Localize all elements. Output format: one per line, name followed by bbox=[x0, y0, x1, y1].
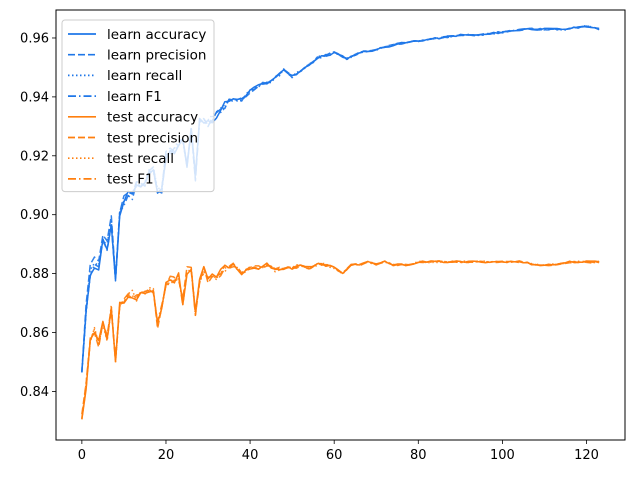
y-tick-label: 0.86 bbox=[20, 326, 49, 341]
axes-frame bbox=[55, 9, 626, 441]
legend-label: learn accuracy bbox=[107, 27, 206, 43]
x-tick-label: 120 bbox=[574, 448, 599, 463]
legend-label: learn F1 bbox=[107, 89, 162, 105]
x-tick-label: 100 bbox=[490, 448, 515, 463]
x-tick-label: 60 bbox=[326, 448, 343, 463]
x-tick-label: 20 bbox=[158, 448, 175, 463]
y-tick-label: 0.88 bbox=[20, 267, 49, 282]
legend-label: learn precision bbox=[107, 48, 206, 64]
legend-label: learn recall bbox=[107, 68, 182, 84]
series-line-learn-f1 bbox=[81, 25, 600, 372]
y-axis: 0.84 0.86 0.88 0.90 0.92 0.94 0.96 bbox=[20, 31, 56, 400]
x-tick-label: 40 bbox=[242, 448, 259, 463]
y-tick-label: 0.92 bbox=[20, 149, 49, 164]
y-tick-label: 0.90 bbox=[20, 208, 49, 223]
y-tick-label: 0.96 bbox=[20, 31, 49, 46]
x-tick-label: 80 bbox=[410, 448, 427, 463]
x-axis: 0 20 40 60 80 100 120 bbox=[78, 440, 599, 463]
legend-label: test precision bbox=[107, 130, 198, 146]
series-line-test-f1 bbox=[81, 260, 600, 418]
legend-label: test recall bbox=[107, 151, 174, 167]
legend-box bbox=[61, 19, 215, 193]
x-tick-label: 0 bbox=[78, 448, 86, 463]
legend-label: test accuracy bbox=[107, 110, 198, 126]
y-tick-label: 0.84 bbox=[20, 385, 49, 400]
legend: learn accuracy learn precision learn recal… bbox=[61, 19, 215, 193]
legend-label: test F1 bbox=[107, 172, 154, 188]
y-tick-label: 0.94 bbox=[20, 90, 49, 105]
